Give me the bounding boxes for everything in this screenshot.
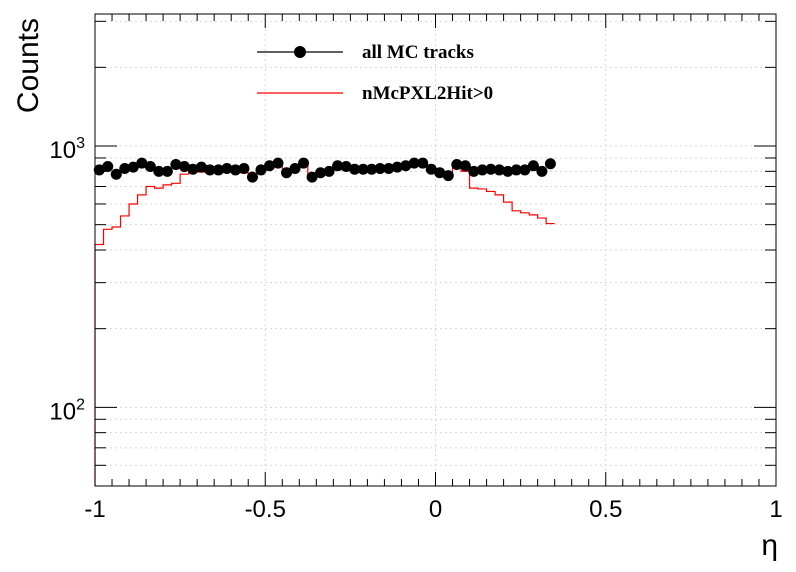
data-point [502,165,514,177]
data-point [255,164,267,176]
data-point [510,164,522,176]
data-point [264,160,276,172]
data-point [102,160,114,172]
data-point [459,160,471,172]
data-point [272,157,284,169]
x-tick-label: -0.5 [245,496,286,523]
y-tick-label-exponent: 2 [76,396,85,413]
data-point [408,157,420,169]
data-point [246,171,258,183]
data-point [485,163,497,175]
data-point [178,160,190,172]
data-point [434,167,446,179]
data-point [110,168,122,180]
y-axis-title: Counts [12,18,45,113]
y-tick-label: 102 [49,396,85,425]
data-point [127,161,139,173]
data-point [238,163,250,175]
y-tick-label-base: 10 [49,137,76,164]
data-point [298,157,310,169]
data-point [332,160,344,172]
x-tick-label: -1 [84,496,105,523]
data-point [144,160,156,172]
data-point [476,164,488,176]
data-point [187,163,199,175]
legend-label-all-mc-tracks: all MC tracks [362,42,474,63]
data-point [229,164,241,176]
data-point [340,160,352,172]
step-series-line [94,163,555,486]
data-point [357,163,369,175]
step-series-layer [94,163,555,486]
data-point [527,160,539,172]
data-point [136,157,148,169]
data-point [93,164,105,176]
data-point [281,167,293,179]
data-point [204,164,216,176]
data-point [315,167,327,179]
legend-label-nmcpxl2hit: nMcPXL2Hit>0 [362,83,493,104]
y-tick-label: 103 [49,135,85,164]
data-point [544,158,556,170]
data-point [119,163,131,175]
data-point [349,163,361,175]
x-axis-title: η [761,529,778,562]
x-tick-label: 0.5 [589,496,622,523]
data-point [442,170,454,182]
x-tick-label: 0 [429,496,442,523]
data-point [400,160,412,172]
data-point [519,164,531,176]
data-point [383,163,395,175]
data-point [366,163,378,175]
legend: all MC tracks nMcPXL2Hit>0 [257,42,493,104]
data-point [161,165,173,177]
data-point [306,171,318,183]
y-tick-label-base: 10 [49,398,76,425]
data-point [170,158,182,170]
data-point [374,163,386,175]
marker-series-layer [93,157,556,183]
data-point [289,163,301,175]
data-point [493,164,505,176]
data-point [468,165,480,177]
y-tick-label-exponent: 3 [76,135,85,152]
legend-marker-symbol [294,46,306,58]
data-point [195,161,207,173]
data-point [153,165,165,177]
x-tick-label: 1 [769,496,782,523]
data-point [391,161,403,173]
data-point [417,157,429,169]
data-point [212,164,224,176]
data-point [536,165,548,177]
data-point [323,165,335,177]
data-point [451,158,463,170]
data-point [425,163,437,175]
data-point [221,163,233,175]
